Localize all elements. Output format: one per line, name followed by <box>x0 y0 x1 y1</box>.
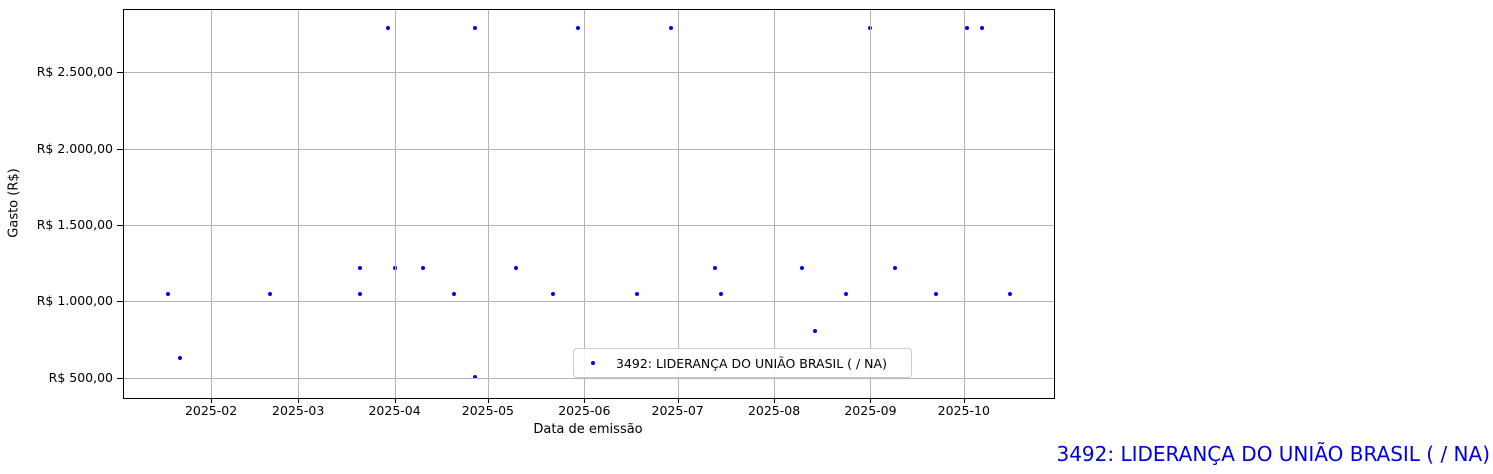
data-point <box>635 291 640 296</box>
y-tick-mark <box>117 377 123 379</box>
data-point <box>268 291 273 296</box>
x-tick-label: 2025-04 <box>368 403 421 418</box>
x-tick-mark <box>870 398 872 403</box>
gridline-vertical <box>394 10 396 398</box>
gridline-vertical <box>584 10 586 398</box>
data-point <box>551 291 556 296</box>
legend: 3492: LIDERANÇA DO UNIÃO BRASIL ( / NA) <box>573 348 912 378</box>
y-tick-label: R$ 500,00 <box>48 369 113 385</box>
y-tick-label: R$ 1.000,00 <box>36 293 113 309</box>
x-tick-label: 2025-03 <box>272 403 325 418</box>
plot-area <box>123 9 1055 399</box>
gridline-horizontal <box>124 377 1054 379</box>
gridline-horizontal <box>124 148 1054 150</box>
gridline-vertical <box>774 10 776 398</box>
x-tick-mark <box>584 398 586 403</box>
y-tick-mark <box>117 148 123 150</box>
x-tick-label: 2025-08 <box>747 403 801 418</box>
gridline-vertical <box>677 10 679 398</box>
x-axis-label: Data de emissão <box>533 422 643 437</box>
data-point <box>420 265 425 270</box>
gridline-vertical <box>963 10 965 398</box>
gridline-horizontal <box>124 301 1054 303</box>
x-tick-label: 2025-07 <box>651 403 704 418</box>
data-point <box>964 25 969 30</box>
data-point <box>812 329 817 334</box>
legend-label: 3492: LIDERANÇA DO UNIÃO BRASIL ( / NA) <box>616 355 887 371</box>
gridline-vertical <box>870 10 872 398</box>
x-tick-mark <box>774 398 776 403</box>
y-axis-label: Gasto (R$) <box>6 168 22 238</box>
gridline-vertical <box>211 10 213 398</box>
x-tick-label: 2025-09 <box>844 403 897 418</box>
data-point <box>165 291 170 296</box>
x-tick-mark <box>298 398 300 403</box>
gridline-horizontal <box>124 225 1054 227</box>
y-tick-mark <box>117 301 123 303</box>
x-tick-mark <box>963 398 965 403</box>
data-point <box>473 375 478 380</box>
data-point <box>177 356 182 361</box>
data-point <box>513 265 518 270</box>
data-point <box>669 25 674 30</box>
data-point <box>800 265 805 270</box>
x-tick-label: 2025-10 <box>937 403 990 418</box>
gridline-vertical <box>487 10 489 398</box>
y-tick-label: R$ 2.500,00 <box>36 64 113 80</box>
x-tick-mark <box>211 398 213 403</box>
data-point <box>358 291 363 296</box>
data-point <box>386 25 391 30</box>
x-tick-mark <box>487 398 489 403</box>
gridline-vertical <box>298 10 300 398</box>
data-point <box>843 291 848 296</box>
data-point <box>451 291 456 296</box>
y-tick-label: R$ 2.000,00 <box>36 140 113 156</box>
y-tick-mark <box>117 225 123 227</box>
legend-dot-icon <box>591 361 595 365</box>
x-tick-mark <box>394 398 396 403</box>
x-tick-mark <box>677 398 679 403</box>
data-point <box>358 265 363 270</box>
data-point <box>933 291 938 296</box>
footer-annotation: 3492: LIDERANÇA DO UNIÃO BRASIL ( / NA) <box>1056 442 1490 466</box>
data-point <box>1008 291 1013 296</box>
y-tick-label: R$ 1.500,00 <box>36 217 113 233</box>
x-tick-label: 2025-06 <box>558 403 611 418</box>
y-tick-mark <box>117 72 123 74</box>
data-point <box>576 25 581 30</box>
x-tick-label: 2025-02 <box>184 403 238 418</box>
data-point <box>893 265 898 270</box>
data-point <box>473 25 478 30</box>
gridline-horizontal <box>124 72 1054 74</box>
data-point <box>719 291 724 296</box>
data-point <box>712 265 717 270</box>
x-tick-label: 2025-05 <box>461 403 515 418</box>
data-point <box>980 25 985 30</box>
